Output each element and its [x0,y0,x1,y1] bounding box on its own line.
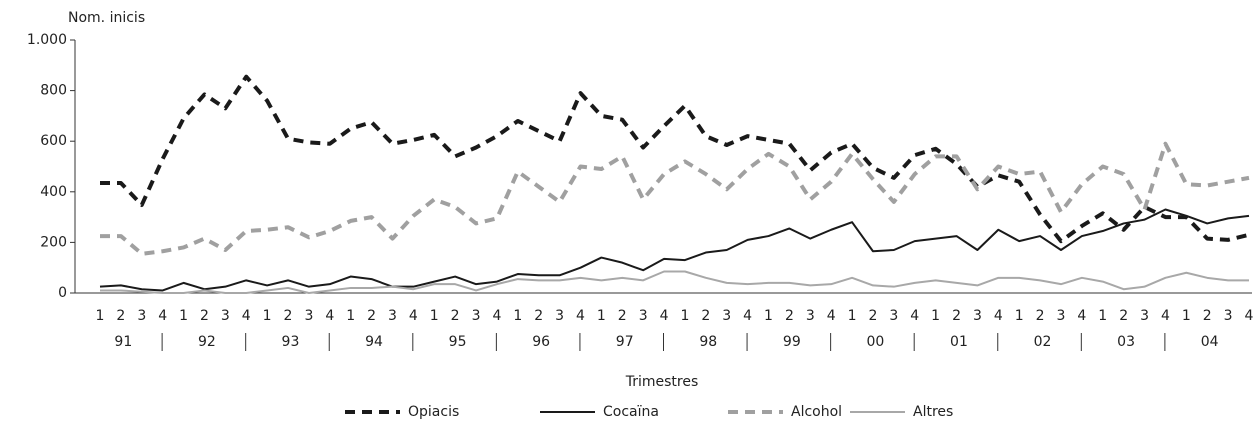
x-tick-label: 1 [848,308,857,324]
x-tick-label: 3 [889,308,898,324]
x-tick-label: 2 [785,308,794,324]
x-tick-label: 2 [701,308,710,324]
y-tick-label: 800 [40,83,67,99]
x-tick-label: 2 [869,308,878,324]
x-group-label: 02 [1034,334,1052,350]
x-tick-label: 4 [242,308,251,324]
legend-label: Alcohol [791,404,842,420]
x-group-label: 96 [532,334,550,350]
x-tick-label: 2 [618,308,627,324]
x-tick-label: 2 [367,308,376,324]
x-tick-label: 4 [994,308,1003,324]
x-tick-label: 3 [388,308,397,324]
x-tick-label: 4 [492,308,501,324]
x-group-label: 01 [950,334,968,350]
x-group-label: 92 [198,334,216,350]
x-tick-label: 3 [555,308,564,324]
x-group-label: 03 [1117,334,1135,350]
x-tick-label: 1 [346,308,355,324]
x-tick-label: 3 [1224,308,1233,324]
x-tick-label: 1 [96,308,105,324]
y-tick-label: 200 [40,234,67,250]
y-tick-label: 400 [40,184,67,200]
x-tick-label: 1 [179,308,188,324]
y-tick-label: 1.000 [27,32,67,48]
x-tick-label: 1 [513,308,522,324]
x-tick-label: 1 [263,308,272,324]
x-tick-label: 3 [137,308,146,324]
x-tick-label: 1 [680,308,689,324]
x-tick-label: 3 [304,308,313,324]
x-tick-label: 4 [660,308,669,324]
x-tick-label: 2 [952,308,961,324]
x-tick-label: 1 [1182,308,1191,324]
x-tick-label: 4 [827,308,836,324]
x-tick-label: 4 [1161,308,1170,324]
x-tick-label: 3 [722,308,731,324]
x-tick-label: 2 [534,308,543,324]
legend-label: Opiacis [408,404,459,420]
x-tick-label: 4 [1077,308,1086,324]
x-group-label: 93 [282,334,300,350]
series-line [100,270,1249,294]
x-tick-label: 2 [451,308,460,324]
x-tick-label: 2 [284,308,293,324]
y-axis-label: Nom. inicis [68,10,145,26]
x-tick-label: 1 [1098,308,1107,324]
x-group-label: 00 [866,334,884,350]
x-tick-label: 2 [116,308,125,324]
x-tick-label: 2 [1203,308,1212,324]
x-tick-label: 3 [639,308,648,324]
x-tick-label: 3 [973,308,982,324]
x-tick-label: 1 [1015,308,1024,324]
x-axis-label: Trimestres [625,374,699,390]
x-tick-label: 4 [1245,308,1254,324]
x-group-label: 99 [783,334,801,350]
x-tick-label: 1 [931,308,940,324]
x-tick-label: 3 [472,308,481,324]
x-tick-label: 1 [597,308,606,324]
x-tick-label: 4 [325,308,334,324]
x-tick-label: 4 [409,308,418,324]
x-tick-label: 3 [806,308,815,324]
series-line [99,208,1250,292]
x-tick-label: 3 [221,308,230,324]
legend-label: Cocaïna [603,404,659,420]
x-group-label: 04 [1201,334,1219,350]
series-line [100,141,1250,256]
x-tick-label: 3 [1140,308,1149,324]
x-tick-label: 4 [743,308,752,324]
x-tick-label: 4 [910,308,919,324]
x-tick-label: 2 [1036,308,1045,324]
x-tick-label: 2 [1119,308,1128,324]
x-tick-label: 3 [1057,308,1066,324]
x-group-label: 97 [616,334,634,350]
legend-label: Altres [913,404,953,420]
x-group-label: 98 [699,334,717,350]
x-tick-label: 1 [764,308,773,324]
x-tick-label: 2 [200,308,209,324]
y-tick-label: 0 [58,285,67,301]
series-line [100,74,1250,244]
x-group-label: 91 [114,334,132,350]
x-tick-label: 1 [430,308,439,324]
x-group-label: 94 [365,334,383,350]
x-tick-label: 4 [576,308,585,324]
x-tick-label: 4 [158,308,167,324]
x-group-label: 95 [449,334,467,350]
y-tick-label: 600 [40,133,67,149]
